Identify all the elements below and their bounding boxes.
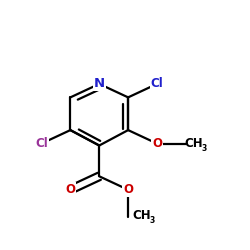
Text: N: N [94,78,105,90]
Text: Cl: Cl [150,78,164,90]
Text: 3: 3 [149,216,154,225]
Text: CH: CH [132,209,150,222]
Text: O: O [152,137,162,150]
Text: 3: 3 [201,144,206,154]
Text: CH: CH [184,137,203,150]
Text: Cl: Cl [35,137,48,150]
Text: O: O [66,183,76,196]
Text: O: O [123,183,133,196]
